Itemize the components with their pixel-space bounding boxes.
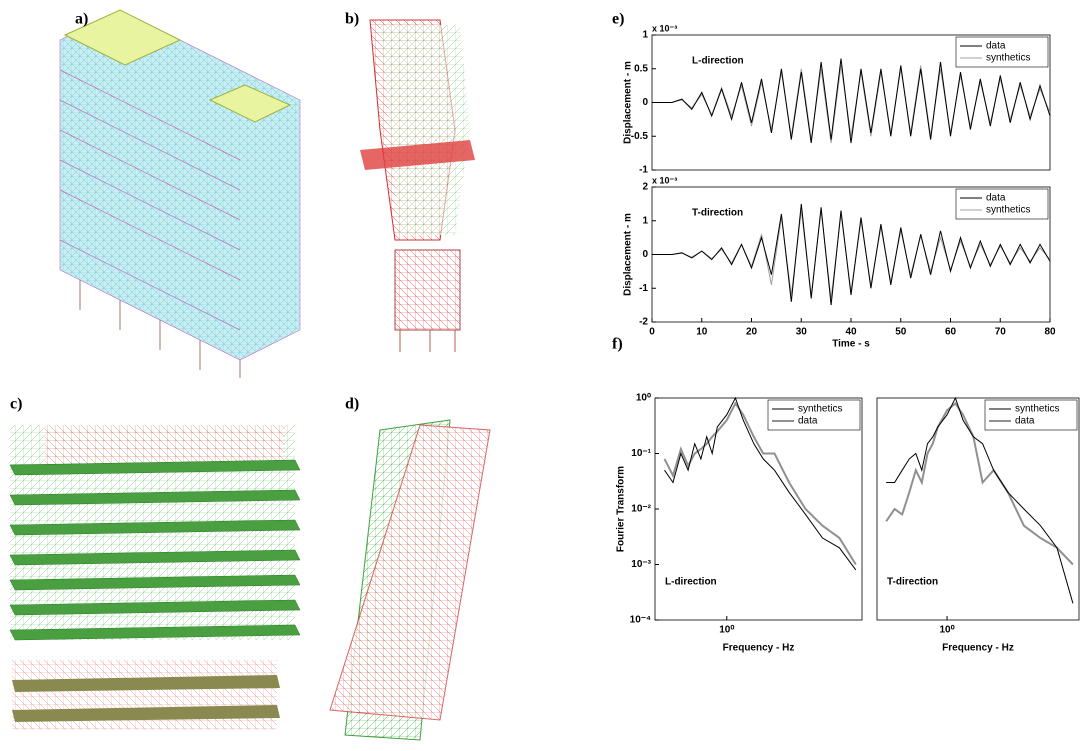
x-tick-label: 30 xyxy=(796,327,808,338)
series-line xyxy=(652,65,1051,144)
y-axis-label: Displacement - m xyxy=(623,213,634,296)
legend-label: synthetics xyxy=(986,53,1030,64)
x-axis-label: Frequency - Hz xyxy=(723,643,795,654)
y-axis-label: Fourier Transform xyxy=(616,466,627,552)
panel-label: a) xyxy=(75,11,88,28)
legend-box xyxy=(767,399,861,431)
x-tick-label: 10⁰ xyxy=(939,625,954,636)
annotation: T-direction xyxy=(887,577,938,588)
legend-label: data xyxy=(1015,416,1035,427)
legend-label: synthetics xyxy=(986,205,1030,216)
x-axis-label: Time - s xyxy=(832,339,870,350)
panel-a-mesh xyxy=(59,9,301,378)
legend-box xyxy=(955,188,1049,220)
x-tick-label: 0 xyxy=(649,327,655,338)
legend-label: synthetics xyxy=(1015,404,1059,415)
annotation: L-direction xyxy=(665,577,717,588)
series-line xyxy=(886,396,1074,604)
legend-box xyxy=(955,36,1049,68)
y-tick-label: -1 xyxy=(639,165,648,176)
y-tick-label: 1 xyxy=(642,215,648,226)
panel-label: d) xyxy=(345,396,359,413)
x-tick-label: 40 xyxy=(845,327,857,338)
legend-label: data xyxy=(798,416,818,427)
legend-box xyxy=(984,399,1078,431)
y-tick-label: 10⁻¹ xyxy=(631,448,651,459)
y-tick-label: 10⁻⁴ xyxy=(630,615,651,626)
y-tick-label: 10⁰ xyxy=(636,393,651,404)
panel-label: c) xyxy=(10,396,22,413)
panel-label: f) xyxy=(612,336,623,353)
y-tick-label: -2 xyxy=(639,317,648,328)
y-tick-label: -0.5 xyxy=(631,131,649,142)
legend-label: data xyxy=(986,193,1006,204)
series-line xyxy=(652,203,1051,306)
legend-label: synthetics xyxy=(798,404,842,415)
panel-d-mesh xyxy=(329,419,491,741)
panel-label: e) xyxy=(612,11,624,28)
y-tick-label: -1 xyxy=(639,283,648,294)
y-tick-label: 10⁻² xyxy=(631,504,651,515)
series-line xyxy=(652,58,1051,144)
y-tick-label: 1 xyxy=(642,30,648,41)
y-axis-label: Displacement - m xyxy=(623,61,634,144)
x-tick-label: 10 xyxy=(696,327,708,338)
x-tick-label: 70 xyxy=(995,327,1007,338)
x-tick-label: 10⁰ xyxy=(719,625,734,636)
y-tick-label: 0 xyxy=(642,249,648,260)
panel-label: b) xyxy=(345,11,359,28)
x-tick-label: 60 xyxy=(945,327,957,338)
panel-c-mesh xyxy=(9,425,301,730)
x-axis-label: Frequency - Hz xyxy=(942,643,1014,654)
x-tick-label: 80 xyxy=(1044,327,1056,338)
legend-label: data xyxy=(986,41,1006,52)
y-tick-label: 2 xyxy=(642,182,648,193)
x-tick-label: 50 xyxy=(895,327,907,338)
axis-multiplier: x 10⁻³ xyxy=(652,23,677,33)
y-tick-label: 0.5 xyxy=(634,63,648,74)
plot-frame xyxy=(876,397,1080,621)
series-line xyxy=(652,210,1051,299)
annotation: L-direction xyxy=(692,56,744,67)
panel-b-mesh xyxy=(360,19,475,352)
y-tick-label: 0 xyxy=(642,97,648,108)
y-tick-label: 10⁻³ xyxy=(631,559,651,570)
series-line xyxy=(664,396,857,571)
annotation: T-direction xyxy=(692,208,743,219)
x-tick-label: 20 xyxy=(746,327,758,338)
axis-multiplier: x 10⁻³ xyxy=(652,175,677,185)
